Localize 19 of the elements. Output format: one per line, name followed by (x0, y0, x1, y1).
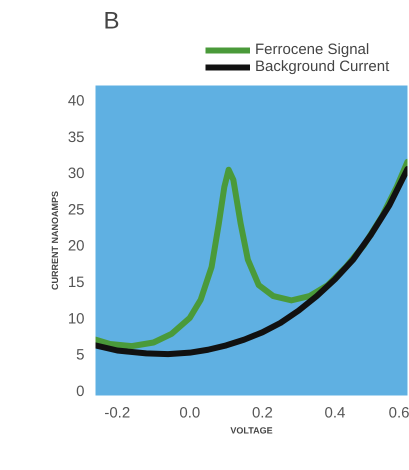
y-tick-label: 5 (76, 346, 84, 364)
chart-title: B (104, 8, 120, 34)
legend-label: Background Current (255, 58, 390, 75)
x-tick-label: 0.2 (252, 404, 273, 422)
legend-label: Ferrocene Signal (255, 41, 370, 58)
x-axis-title: VOLTAGE (230, 426, 273, 436)
y-axis-title: CURRENT NANOAMPS (50, 191, 60, 290)
y-tick-label: 30 (68, 165, 85, 182)
x-tick-label: -0.2 (104, 404, 130, 422)
x-tick-label: 0.4 (324, 404, 346, 422)
y-tick-label: 25 (68, 201, 85, 218)
x-tick-label: 0.6 (388, 404, 409, 422)
x-tick-label: 0.0 (179, 404, 200, 422)
y-tick-label: 35 (68, 128, 85, 146)
y-tick-label: 40 (68, 92, 85, 110)
y-tick-label: 10 (68, 310, 85, 328)
y-tick-label: 0 (76, 382, 84, 400)
y-tick-label: 20 (68, 238, 85, 255)
y-tick-label: 15 (68, 274, 85, 292)
